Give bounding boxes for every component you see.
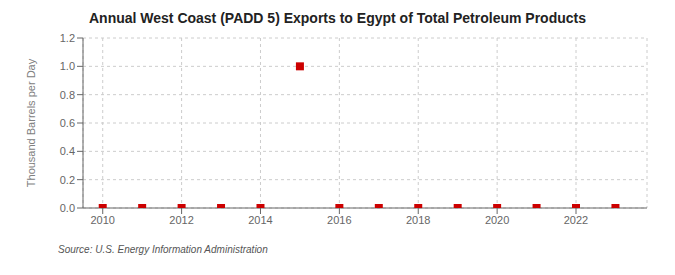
html-text:Source: U.S. Energy Informatio: Source: U.S. Energy Information Administ… bbox=[58, 244, 268, 255]
svg-text:0.8: 0.8 bbox=[60, 89, 75, 101]
svg-text:0.0: 0.0 bbox=[60, 202, 75, 214]
svg-text:2022: 2022 bbox=[564, 214, 588, 226]
svg-text:1.0: 1.0 bbox=[60, 60, 75, 72]
svg-text:0.4: 0.4 bbox=[60, 145, 75, 157]
svg-text:2014: 2014 bbox=[248, 214, 272, 226]
svg-text:Thousand Barrels per Day: Thousand Barrels per Day bbox=[25, 58, 37, 187]
svg-text:1.2: 1.2 bbox=[60, 32, 75, 44]
svg-text:2018: 2018 bbox=[406, 214, 430, 226]
svg-text:2016: 2016 bbox=[327, 214, 351, 226]
html-text:Annual West Coast (PADD 5) Exp: Annual West Coast (PADD 5) Exports to Eg… bbox=[89, 10, 586, 26]
svg-text:0.2: 0.2 bbox=[60, 174, 75, 186]
svg-text:2010: 2010 bbox=[90, 214, 114, 226]
svg-text:2020: 2020 bbox=[485, 214, 509, 226]
svg-text:2012: 2012 bbox=[169, 214, 193, 226]
svg-text:0.6: 0.6 bbox=[60, 117, 75, 129]
